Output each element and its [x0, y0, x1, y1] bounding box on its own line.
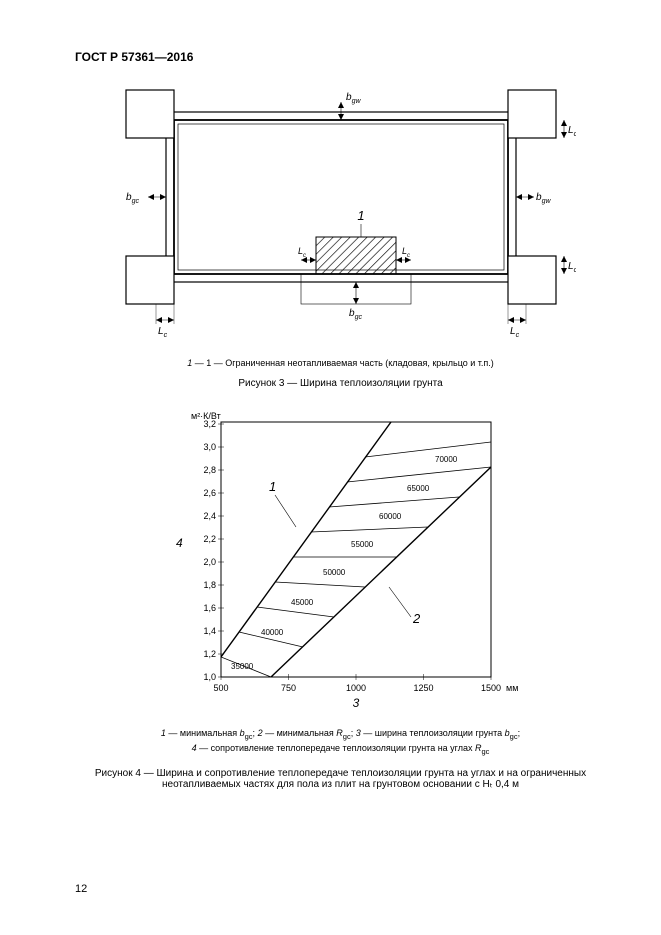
figure4-caption: Рисунок 4 — Ширина и сопротивление тепло… [75, 768, 606, 790]
svg-text:3,0: 3,0 [203, 442, 216, 452]
svg-text:1250: 1250 [413, 683, 433, 693]
page: ГОСТ Р 57361—2016 [0, 0, 661, 935]
page-number: 12 [75, 883, 87, 895]
svg-text:Lc: Lc [298, 246, 306, 259]
svg-text:40000: 40000 [261, 628, 284, 637]
svg-text:1,6: 1,6 [203, 603, 216, 613]
svg-text:35000: 35000 [231, 662, 254, 671]
svg-text:1: 1 [269, 479, 276, 494]
svg-text:1: 1 [357, 208, 364, 223]
svg-text:60000: 60000 [379, 512, 402, 521]
svg-text:bgc: bgc [349, 308, 362, 321]
svg-text:2,2: 2,2 [203, 534, 216, 544]
figure3-note: 1 — 1 — Ограниченная неотапливаемая част… [75, 358, 606, 368]
svg-text:Lc: Lc [568, 125, 576, 138]
figure-3-svg: 1 bgw bgw bgc [106, 82, 576, 342]
svg-text:Lc: Lc [402, 246, 410, 259]
svg-text:Lc: Lc [158, 326, 168, 339]
figure3-caption: Рисунок 3 — Ширина теплоизоляции грунта [75, 378, 606, 389]
svg-text:2,0: 2,0 [203, 557, 216, 567]
svg-text:2: 2 [412, 611, 421, 626]
svg-text:2,6: 2,6 [203, 488, 216, 498]
svg-text:45000: 45000 [291, 598, 314, 607]
svg-text:2,8: 2,8 [203, 465, 216, 475]
figure-3: 1 bgw bgw bgc [75, 82, 606, 389]
svg-text:мм: мм [506, 683, 518, 693]
svg-text:55000: 55000 [351, 540, 374, 549]
figure-4-svg: 1,0 1,2 1,4 1,6 1,8 2,0 2,2 2,4 2,6 2,8 … [151, 407, 531, 717]
svg-text:bgc: bgc [126, 192, 139, 205]
svg-text:50000: 50000 [323, 568, 346, 577]
svg-text:1500: 1500 [480, 683, 500, 693]
svg-text:bgw: bgw [346, 92, 361, 105]
svg-text:70000: 70000 [435, 455, 458, 464]
document-id: ГОСТ Р 57361—2016 [75, 50, 606, 64]
svg-text:1,2: 1,2 [203, 649, 216, 659]
svg-text:4: 4 [176, 536, 183, 550]
svg-text:Lc: Lc [510, 326, 520, 339]
svg-text:м²·К/Вт: м²·К/Вт [191, 411, 221, 421]
svg-text:1,4: 1,4 [203, 626, 216, 636]
svg-text:1,0: 1,0 [203, 672, 216, 682]
svg-text:bgw: bgw [536, 192, 551, 205]
svg-text:2,4: 2,4 [203, 511, 216, 521]
svg-text:1000: 1000 [345, 683, 365, 693]
figure-4: 1,0 1,2 1,4 1,6 1,8 2,0 2,2 2,4 2,6 2,8 … [75, 407, 606, 790]
svg-text:500: 500 [213, 683, 228, 693]
svg-text:1,8: 1,8 [203, 580, 216, 590]
figure4-legend: 11 — минимальная b — минимальная bgc; 2 … [75, 727, 606, 758]
svg-text:3: 3 [352, 696, 359, 710]
svg-text:Lc: Lc [568, 261, 576, 274]
svg-text:750: 750 [280, 683, 295, 693]
svg-text:65000: 65000 [407, 484, 430, 493]
